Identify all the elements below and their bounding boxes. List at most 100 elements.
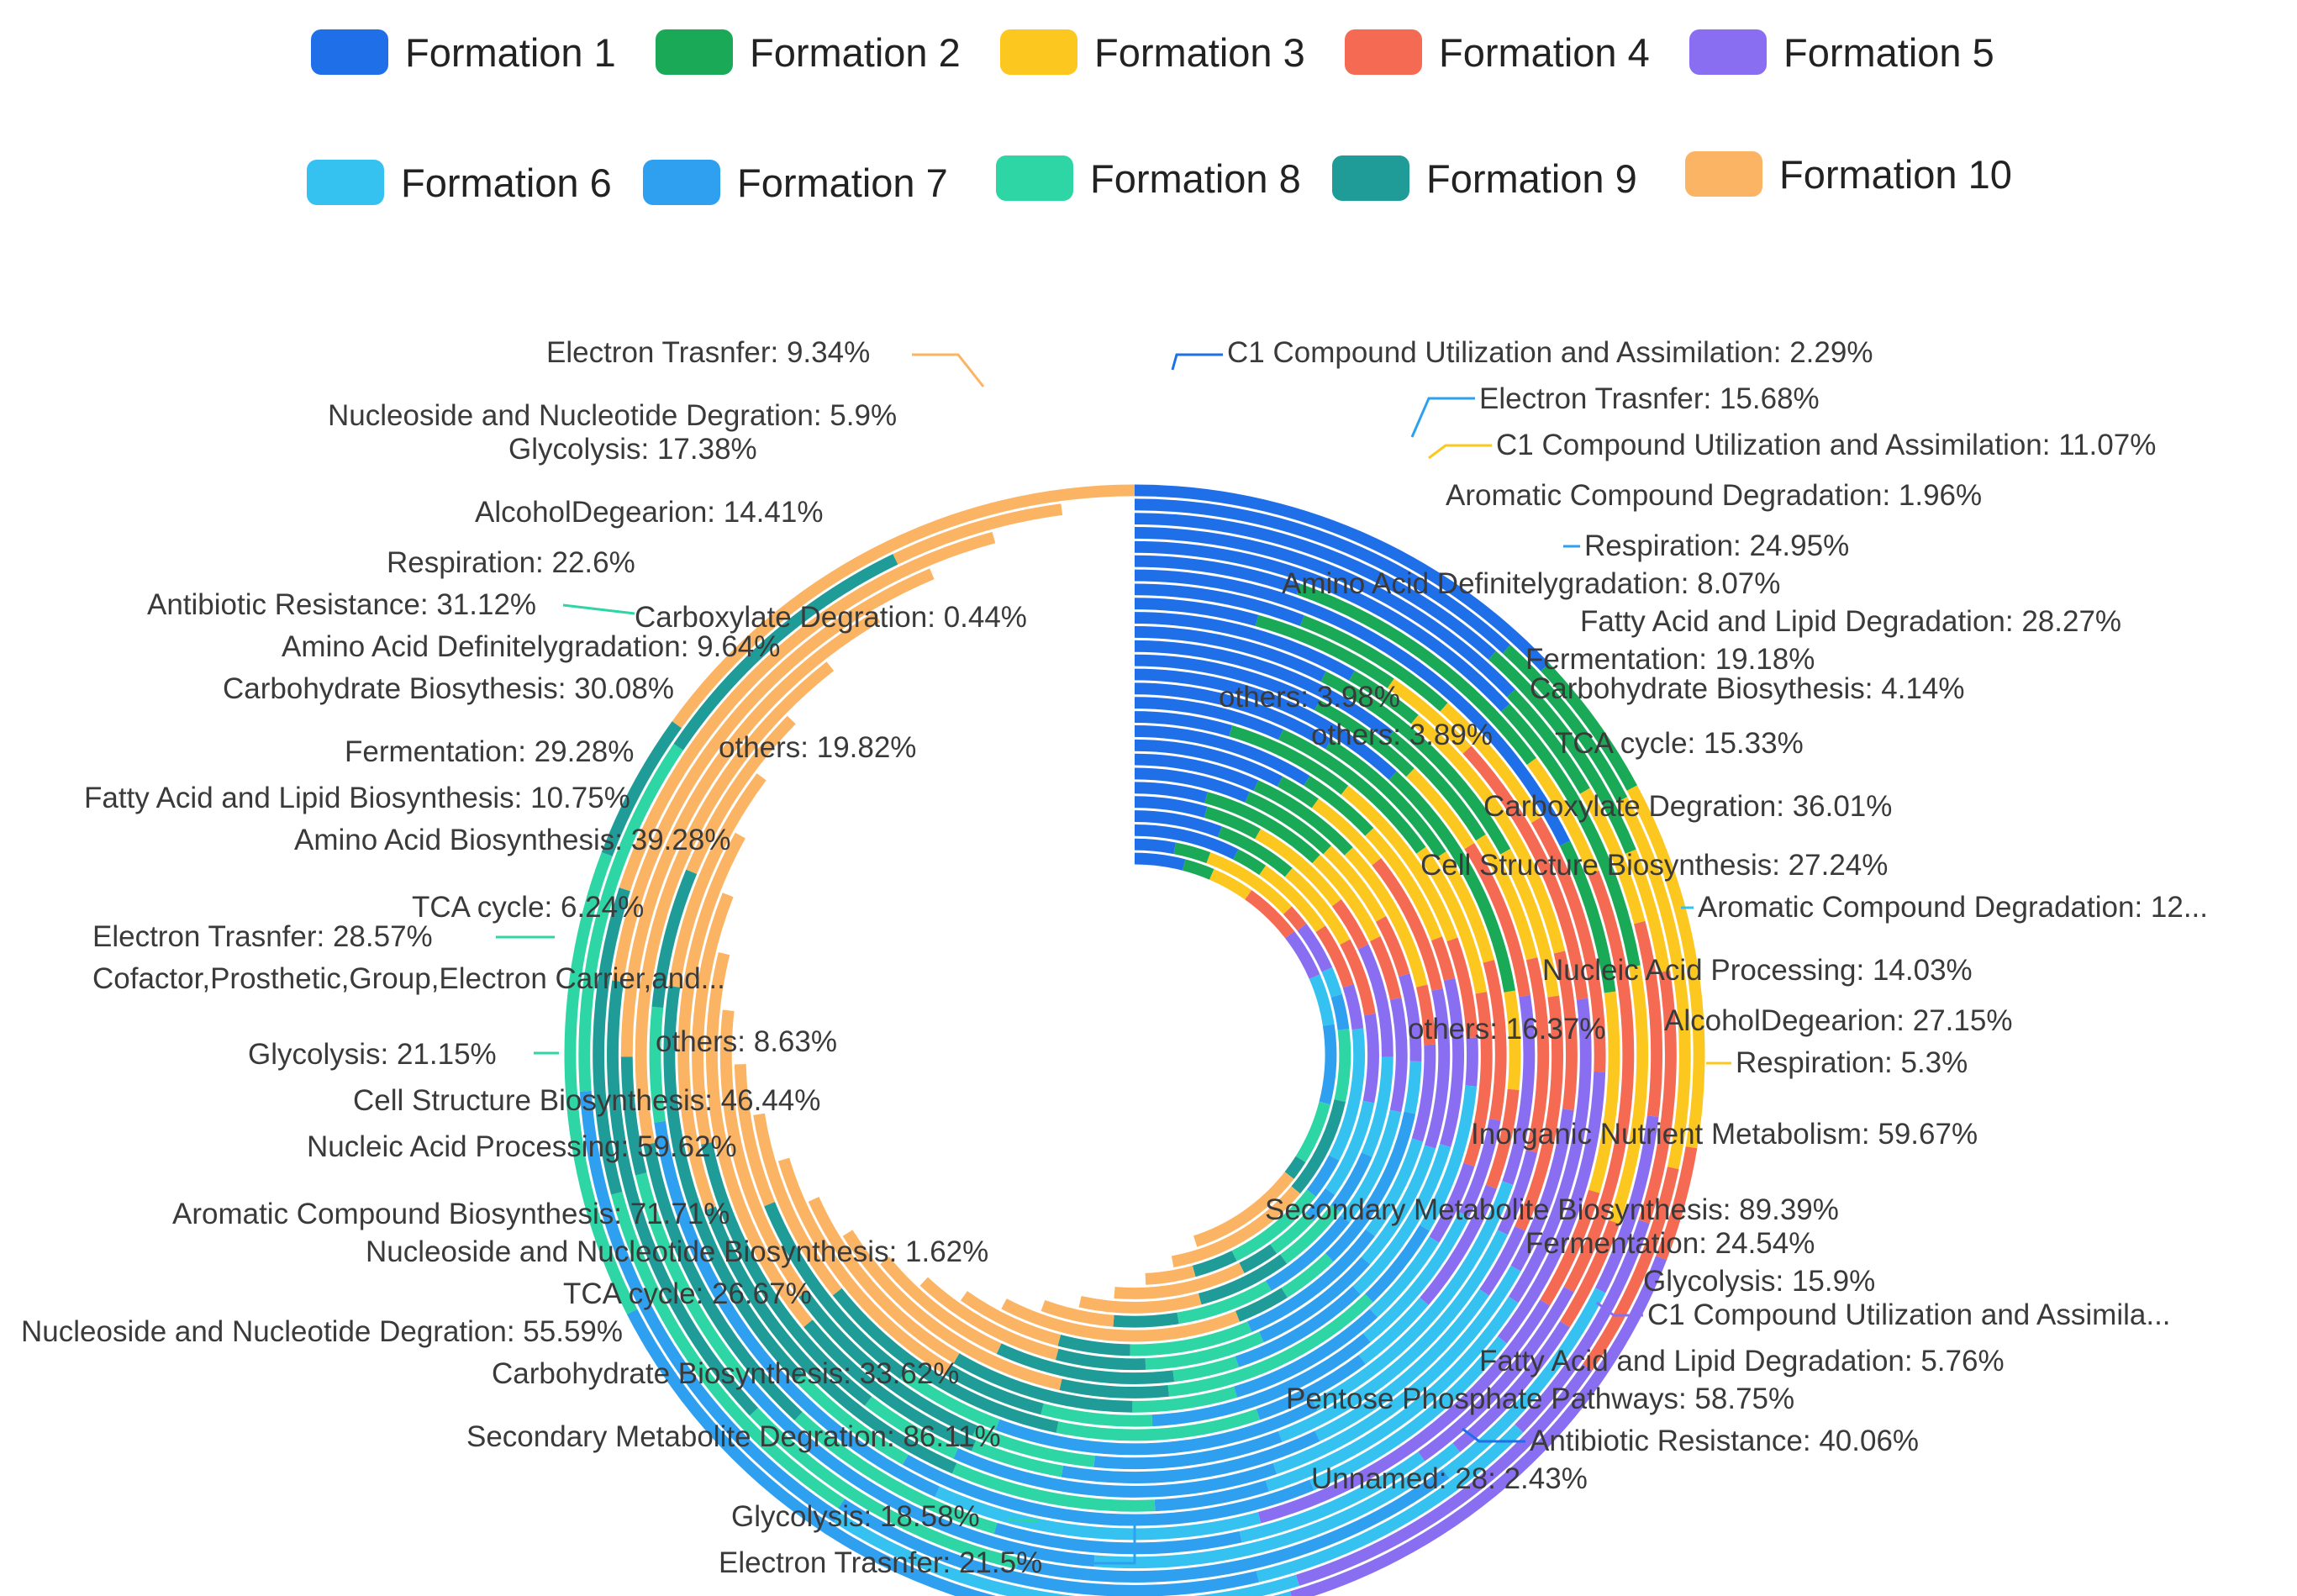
ring-26-segment-formation-4[interactable] — [1583, 1167, 1679, 1371]
ring-25-segment-formation-6[interactable] — [1256, 1424, 1524, 1583]
ring-2-segment-formation-5[interactable] — [1297, 923, 1333, 972]
ring-5-segment-formation-2[interactable] — [1204, 806, 1261, 840]
ring-21-segment-formation-9[interactable] — [651, 869, 698, 1009]
ring-19-segment-formation-7[interactable] — [1154, 1480, 1269, 1512]
ring-6-segment-formation-1[interactable] — [1135, 782, 1208, 803]
ring-21-segment-formation-3[interactable] — [1588, 991, 1620, 1193]
ring-18-segment-formation-5[interactable] — [1510, 1109, 1574, 1272]
ring-22-segment-formation-7[interactable] — [993, 1522, 1242, 1555]
ring-8-segment-formation-3[interactable] — [1344, 847, 1428, 988]
ring-4-segment-formation-3[interactable] — [1284, 867, 1351, 945]
ring-9-segment-formation-4[interactable] — [1372, 857, 1443, 992]
ring-17-segment-formation-4[interactable] — [1515, 995, 1563, 1231]
ring-12-segment-formation-5[interactable] — [1429, 1162, 1475, 1243]
ring-9-segment-formation-1[interactable] — [1135, 739, 1283, 787]
ring-21-segment-formation-1[interactable] — [1135, 569, 1571, 846]
ring-14-segment-formation-3[interactable] — [1504, 990, 1521, 1090]
ring-15-segment-formation-2[interactable] — [1314, 699, 1415, 777]
ring-22-segment-formation-2[interactable] — [1296, 583, 1536, 766]
ring-8-segment-formation-10[interactable] — [960, 1291, 1062, 1346]
ring-22-segment-formation-4[interactable] — [1563, 870, 1635, 1293]
ring-24-segment-formation-8[interactable] — [749, 1408, 1019, 1569]
ring-25-segment-formation-9[interactable] — [593, 887, 630, 1195]
ring-15-segment-formation-1[interactable] — [1135, 654, 1320, 711]
ring-12-segment-formation-9[interactable] — [953, 1353, 1133, 1413]
ring-15-segment-formation-5[interactable] — [1502, 995, 1536, 1185]
ring-3-segment-formation-5[interactable] — [1342, 983, 1364, 1030]
ring-1-segment-formation-10[interactable] — [1193, 1172, 1294, 1247]
ring-17-segment-formation-2[interactable] — [1320, 671, 1511, 855]
ring-16-segment-formation-7[interactable] — [1093, 1430, 1283, 1470]
ring-9-segment-formation-10[interactable] — [919, 1277, 1059, 1361]
ring-25-segment-formation-5[interactable] — [1515, 1219, 1650, 1433]
ring-22-segment-formation-8[interactable] — [794, 1411, 998, 1535]
ring-20-segment-formation-3[interactable] — [1440, 703, 1541, 824]
ring-14-segment-formation-1[interactable] — [1135, 668, 1397, 780]
ring-16-segment-formation-8[interactable] — [972, 1425, 1095, 1467]
ring-8-segment-formation-5[interactable] — [1411, 1044, 1436, 1142]
ring-13-segment-formation-7[interactable] — [1151, 1333, 1371, 1427]
ring-6-segment-formation-8[interactable] — [1177, 1280, 1272, 1325]
legend-item-formation-3[interactable]: Formation 3 — [1000, 25, 1305, 79]
ring-10-segment-formation-2[interactable] — [1304, 776, 1374, 836]
ring-5-segment-formation-3[interactable] — [1255, 829, 1341, 907]
ring-3-segment-formation-2[interactable] — [1233, 849, 1267, 876]
ring-13-segment-formation-5[interactable] — [1458, 1119, 1501, 1217]
ring-9-segment-formation-2[interactable] — [1277, 776, 1319, 809]
ring-11-segment-formation-5[interactable] — [1465, 1037, 1478, 1087]
ring-7-segment-formation-5[interactable] — [1399, 973, 1422, 1062]
ring-1-segment-formation-9[interactable] — [1284, 1156, 1306, 1179]
ring-8-segment-formation-2[interactable] — [1253, 780, 1353, 856]
ring-11-segment-formation-7[interactable] — [1364, 1225, 1430, 1303]
ring-5-segment-formation-4[interactable] — [1331, 898, 1369, 950]
ring-7-segment-formation-9[interactable] — [1235, 1288, 1288, 1322]
ring-18-segment-formation-3[interactable] — [1410, 714, 1566, 954]
ring-16-segment-formation-9[interactable] — [798, 1290, 977, 1436]
ring-8-segment-formation-7[interactable] — [1246, 1229, 1375, 1333]
ring-4-segment-formation-10[interactable] — [1114, 1262, 1245, 1299]
ring-18-segment-formation-2[interactable] — [1349, 670, 1419, 724]
ring-16-segment-formation-4[interactable] — [1525, 957, 1550, 1153]
ring-15-segment-formation-3[interactable] — [1406, 768, 1475, 850]
ring-15-segment-formation-9[interactable] — [764, 1201, 908, 1379]
ring-22-segment-formation-1[interactable] — [1135, 555, 1301, 595]
ring-26-segment-formation-9[interactable] — [673, 554, 898, 751]
ring-6-segment-formation-9[interactable] — [1113, 1312, 1179, 1328]
ring-13-segment-formation-10[interactable] — [777, 1157, 951, 1375]
ring-17-segment-formation-1[interactable] — [1135, 626, 1326, 682]
ring-27-segment-formation-9[interactable] — [601, 721, 682, 856]
ring-23-segment-formation-3[interactable] — [1608, 965, 1649, 1225]
ring-19-segment-formation-3[interactable] — [1387, 678, 1472, 754]
ring-18-segment-formation-7[interactable] — [953, 1448, 1278, 1498]
ring-23-segment-formation-4[interactable] — [1560, 1219, 1620, 1328]
ring-21-segment-formation-8[interactable] — [649, 1006, 666, 1123]
ring-8-segment-formation-1[interactable] — [1135, 753, 1259, 791]
ring-4-segment-formation-6[interactable] — [1325, 1100, 1375, 1195]
ring-11-segment-formation-2[interactable] — [1229, 724, 1349, 795]
ring-3-segment-formation-10[interactable] — [1145, 1265, 1196, 1285]
ring-5-segment-formation-6[interactable] — [1361, 1056, 1393, 1157]
ring-27-segment-formation-3[interactable] — [1626, 785, 1705, 1149]
ring-3-segment-formation-1[interactable] — [1135, 824, 1239, 860]
ring-25-segment-formation-3[interactable] — [1625, 849, 1670, 973]
ring-7-segment-formation-7[interactable] — [1325, 1111, 1416, 1262]
ring-16-segment-formation-1[interactable] — [1135, 640, 1394, 740]
ring-26-segment-formation-2[interactable] — [1502, 645, 1628, 803]
ring-5-segment-formation-1[interactable] — [1135, 796, 1208, 818]
ring-4-segment-formation-2[interactable] — [1217, 826, 1293, 877]
ring-12-segment-formation-8[interactable] — [1132, 1386, 1237, 1413]
ring-23-segment-formation-5[interactable] — [1452, 1320, 1570, 1452]
ring-26-segment-formation-10[interactable] — [893, 503, 1063, 565]
ring-12-segment-formation-2[interactable] — [1278, 729, 1426, 854]
ring-12-segment-formation-10[interactable] — [808, 1197, 960, 1364]
ring-9-segment-formation-9[interactable] — [1055, 1348, 1146, 1371]
ring-10-segment-formation-8[interactable] — [1172, 1356, 1239, 1383]
ring-6-segment-formation-5[interactable] — [1389, 997, 1408, 1113]
ring-11-segment-formation-10[interactable] — [842, 1230, 1062, 1390]
ring-7-segment-formation-1[interactable] — [1135, 767, 1250, 803]
ring-13-segment-formation-1[interactable] — [1135, 682, 1332, 750]
ring-10-segment-formation-10[interactable] — [880, 1256, 1002, 1354]
ring-5-segment-formation-9[interactable] — [1198, 1254, 1288, 1305]
ring-2-segment-formation-9[interactable] — [1291, 1099, 1346, 1194]
ring-13-segment-formation-3[interactable] — [1436, 851, 1494, 963]
